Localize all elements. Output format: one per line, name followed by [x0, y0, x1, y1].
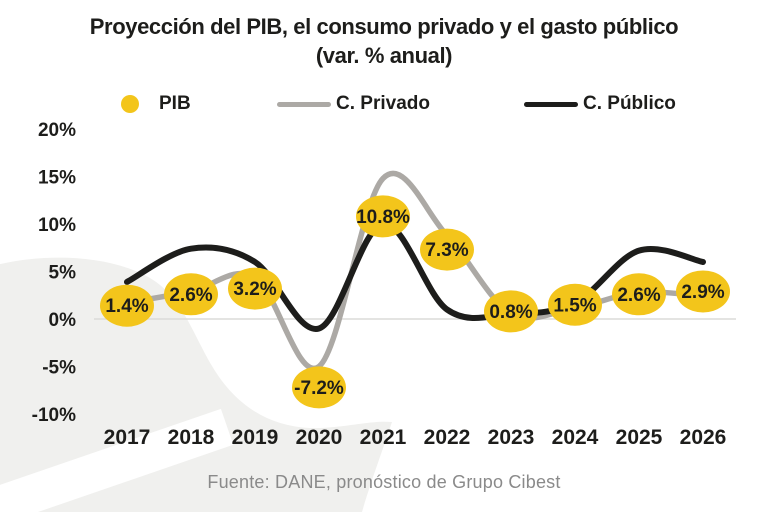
pib-point — [228, 267, 282, 310]
chart-title-line1: Proyección del PIB, el consumo privado y… — [89, 14, 679, 39]
pib-point — [100, 284, 154, 327]
pib-point-label: 0.8% — [489, 302, 532, 323]
series-line-c-privado — [124, 170, 706, 372]
pib-point-label: 2.9% — [681, 282, 724, 303]
x-axis-year: 2023 — [488, 426, 535, 449]
pib-point-label: 1.4% — [105, 296, 148, 317]
source-note: Fuente: DANE, pronóstico de Grupo Cibest — [207, 472, 561, 492]
x-axis-year: 2022 — [424, 426, 471, 449]
x-axis-year: 2026 — [680, 426, 727, 449]
x-axis-year: 2024 — [552, 426, 599, 449]
legend-label: PIB — [159, 93, 191, 114]
y-axis-tick: 10% — [38, 215, 76, 236]
pib-point-label: 10.8% — [356, 207, 410, 228]
pib-point — [292, 366, 346, 409]
chart-title-line2: (var. % anual) — [315, 43, 453, 68]
watermark-shape — [0, 257, 392, 512]
pib-point — [484, 290, 538, 333]
series-line-c-p-blico — [124, 221, 706, 332]
y-axis-tick: 20% — [38, 120, 76, 141]
y-axis-tick: 5% — [49, 263, 77, 284]
pib-point-label: 3.2% — [233, 279, 276, 300]
pib-point — [548, 283, 602, 326]
x-axis-year: 2021 — [360, 426, 407, 449]
y-axis-tick: 15% — [38, 168, 76, 189]
pib-point — [676, 270, 730, 313]
chart-title: Proyección del PIB, el consumo privado y… — [0, 12, 768, 70]
legend-label: C. Privado — [336, 93, 430, 114]
pib-point — [612, 273, 666, 316]
pib-point-label: 2.6% — [617, 285, 660, 306]
y-axis-tick: 0% — [49, 310, 77, 331]
legend-label: C. Público — [583, 93, 676, 114]
pib-dot-icon — [121, 95, 139, 113]
watermark-gap — [0, 408, 234, 512]
legend-item-publico: C. Público — [524, 92, 676, 116]
legend-item-privado: C. Privado — [277, 92, 430, 116]
pib-point — [164, 273, 218, 316]
x-axis-year: 2025 — [616, 426, 663, 449]
legend: PIB C. Privado C. Público — [0, 92, 768, 116]
pib-point — [420, 228, 474, 271]
pib-point-label: -7.2% — [294, 378, 344, 399]
y-axis-tick: -5% — [42, 358, 76, 379]
x-axis-year: 2019 — [232, 426, 279, 449]
y-axis-tick: -10% — [32, 405, 76, 426]
pib-point-label: 2.6% — [169, 285, 212, 306]
privado-line-icon — [277, 101, 331, 107]
pib-point — [356, 195, 410, 238]
publico-line-icon — [524, 101, 578, 107]
x-axis-year: 2018 — [168, 426, 215, 449]
x-axis-year: 2017 — [104, 426, 151, 449]
pib-point-label: 7.3% — [425, 240, 468, 261]
x-axis-year: 2020 — [296, 426, 343, 449]
pib-point-label: 1.5% — [553, 295, 596, 316]
legend-item-pib: PIB — [121, 92, 191, 116]
